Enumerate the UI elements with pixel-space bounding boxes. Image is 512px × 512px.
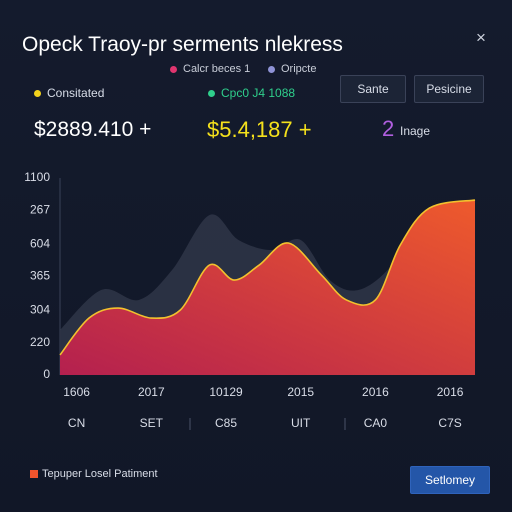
button[interactable]: Sante — [340, 75, 406, 103]
status-item: Consitated — [34, 86, 104, 100]
x-sublabel: CN — [68, 416, 85, 430]
x-tick-label: 2015 — [287, 385, 314, 399]
y-tick-label: 604 — [30, 236, 50, 250]
x-sublabel: C85 — [215, 416, 237, 430]
legend-label: Oripcte — [281, 63, 317, 75]
y-tick-label: 304 — [30, 303, 50, 317]
status-dot — [208, 90, 215, 98]
legend-item: Calcr beces 1 — [170, 63, 250, 75]
x-sublabel: UIT — [291, 416, 311, 430]
title: Opeck Traoy-pr serments nlekress — [22, 33, 343, 56]
stat-value: $5.4,187 + — [207, 117, 312, 142]
x-tick-label: 10129 — [209, 385, 243, 399]
legend-swatch — [30, 470, 38, 479]
legend-item: Oripcte — [268, 63, 316, 75]
button[interactable]: Pesicine — [414, 75, 484, 103]
stat-value: 2 — [382, 116, 395, 141]
status-item: Cpc0 J4 1088 — [208, 86, 295, 100]
close-button[interactable]: × — [476, 28, 486, 47]
status-label: Cpc0 J4 1088 — [221, 86, 296, 100]
y-tick-label: 1100 — [24, 170, 50, 184]
status-dot — [34, 90, 41, 98]
y-tick-label: 220 — [30, 335, 50, 349]
x-sublabel: C7S — [438, 416, 461, 430]
legend-label: Calcr beces 1 — [183, 63, 251, 75]
footer-legend: Tepuper Losel Patiment — [30, 468, 158, 480]
y-tick-label: 365 — [30, 269, 50, 283]
status-label: Consitated — [47, 86, 105, 100]
stat-label: Inage — [400, 124, 431, 138]
stat-value: $2889.410 + — [34, 118, 152, 141]
y-tick-label: 267 — [30, 202, 50, 216]
area-line — [59, 199, 476, 356]
area — [60, 200, 475, 375]
x-tick-label: 2017 — [138, 385, 165, 399]
x-sublabel: CA0 — [364, 416, 388, 430]
legend-swatch — [170, 65, 177, 73]
x-tick-label: 2016 — [362, 385, 389, 399]
legend-label: Tepuper Losel Patiment — [42, 468, 158, 480]
y-tick-label: 0 — [43, 367, 50, 381]
x-tick-label: 1606 — [63, 385, 90, 399]
legend-swatch — [268, 65, 275, 73]
button[interactable]: Setlomey — [410, 466, 490, 494]
chart: 0 220 304 365 604 267 1100 1606 CN 2017 SET 10129 C8… — [24, 170, 476, 430]
x-tick-label: 2016 — [437, 385, 464, 399]
x-sublabel: SET — [140, 416, 164, 430]
